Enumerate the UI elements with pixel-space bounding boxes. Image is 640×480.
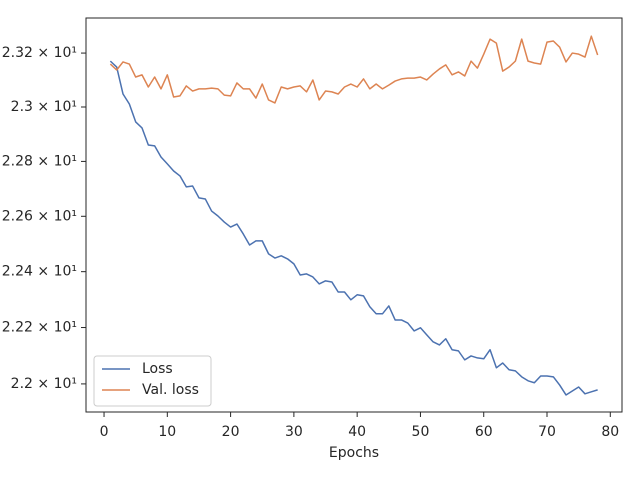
x-tick-label: 10 [158, 424, 176, 440]
series-line [109, 60, 598, 396]
x-tick-label: 40 [348, 424, 366, 440]
x-tick-label: 50 [412, 424, 430, 440]
x-tick-label: 20 [222, 424, 240, 440]
legend-label: Loss [142, 361, 173, 377]
x-tick-label: 70 [538, 424, 556, 440]
y-tick-label: 2.3 × 10¹ [11, 99, 77, 115]
x-tick-label: 80 [601, 424, 619, 440]
y-tick-label: 2.28 × 10¹ [2, 153, 77, 169]
y-tick-label: 2.26 × 10¹ [2, 208, 77, 224]
y-tick-label: 2.32 × 10¹ [2, 45, 77, 61]
y-tick-label: 2.2 × 10¹ [11, 376, 77, 392]
x-axis-label: Epochs [329, 445, 379, 461]
legend-label: Val. loss [142, 382, 199, 398]
y-tick-label: 2.24 × 10¹ [2, 264, 77, 280]
legend: Loss Val. loss [93, 355, 212, 407]
series-line [109, 35, 599, 104]
x-tick-label: 0 [100, 424, 109, 440]
axes-frame [85, 17, 623, 413]
x-tick-label: 30 [285, 424, 303, 440]
y-tick-label: 2.22 × 10¹ [2, 320, 77, 336]
x-tick-label: 60 [475, 424, 493, 440]
